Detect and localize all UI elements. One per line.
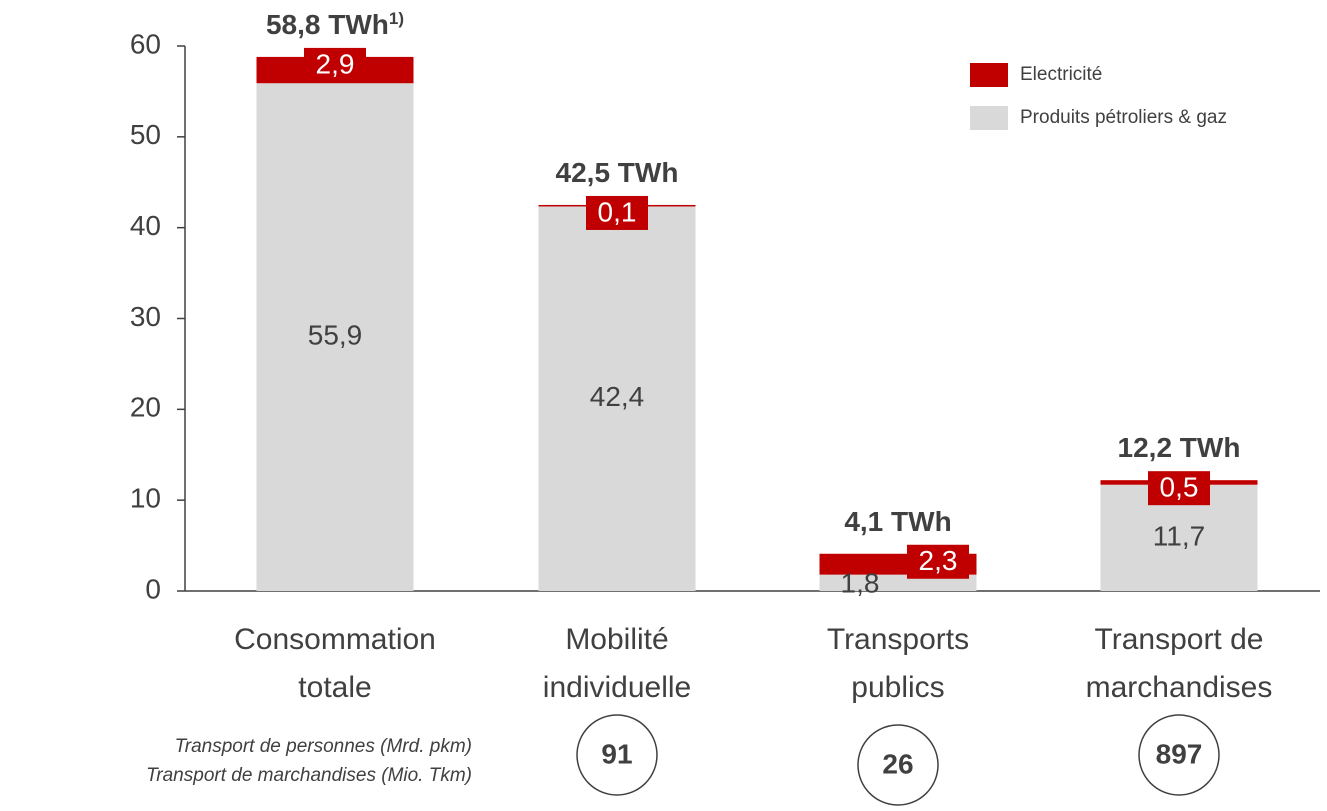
total-label-text: 4,1 TWh (844, 506, 951, 537)
total-label-text: 12,2 TWh (1118, 433, 1241, 464)
x-tick-label: marchandises (1086, 671, 1273, 704)
total-label: 12,2 TWh (1118, 433, 1241, 464)
value-label: 1,8 (841, 567, 880, 598)
value-label-box (1148, 471, 1210, 506)
total-label: 4,1 TWh (844, 506, 951, 537)
circle-value: 26 (882, 748, 913, 779)
value-label: 2,9 (316, 48, 355, 79)
footnote-mark: 1) (389, 9, 404, 28)
y-tick-label: 60 (130, 28, 161, 59)
y-tick-label: 10 (130, 483, 161, 514)
total-label-text: 42,5 TWh (556, 157, 679, 188)
y-tick-label: 50 (130, 119, 161, 150)
legend-label: Produits pétroliers & gaz (1020, 107, 1227, 128)
value-label: 0,1 (598, 196, 637, 227)
value-circle (576, 714, 658, 796)
y-tick-label: 40 (130, 210, 161, 241)
x-tick-label: individuelle (543, 671, 691, 704)
x-tick-label: Transport de (1095, 623, 1264, 656)
bar-segment (256, 83, 414, 591)
legend-swatch (970, 106, 1008, 130)
x-tick-label: Transports (827, 623, 969, 656)
value-label: 42,4 (590, 381, 645, 412)
x-tick-label: Mobilité (565, 623, 668, 656)
total-label: 58,8 TWh1) (266, 9, 404, 40)
total-label: 42,5 TWh (556, 157, 679, 188)
bar-segment (538, 205, 696, 591)
y-tick-label: 0 (145, 573, 161, 604)
value-label: 2,3 (919, 545, 958, 576)
value-label-box (907, 544, 969, 579)
value-circle (1138, 714, 1220, 796)
row-label: Transport de marchandises (Mio. Tkm) (146, 765, 472, 786)
circle-value: 897 (1156, 738, 1203, 769)
circle-value: 91 (601, 738, 632, 769)
value-label-box (304, 47, 366, 82)
total-label-text: 58,8 TWh (266, 9, 389, 40)
legend-label: Electricité (1020, 64, 1102, 85)
value-label: 11,7 (1153, 520, 1205, 551)
value-label: 55,9 (308, 320, 363, 351)
y-tick-label: 20 (130, 392, 161, 423)
x-tick-label: Consommation (234, 623, 436, 656)
legend-swatch (970, 63, 1008, 87)
x-tick-label: publics (851, 671, 944, 704)
y-tick-label: 30 (130, 301, 161, 332)
value-circle (857, 724, 939, 806)
value-label: 0,5 (1160, 472, 1199, 503)
x-tick-label: totale (298, 671, 371, 704)
value-label-box (586, 195, 648, 230)
row-label: Transport de personnes (Mrd. pkm) (175, 736, 472, 757)
